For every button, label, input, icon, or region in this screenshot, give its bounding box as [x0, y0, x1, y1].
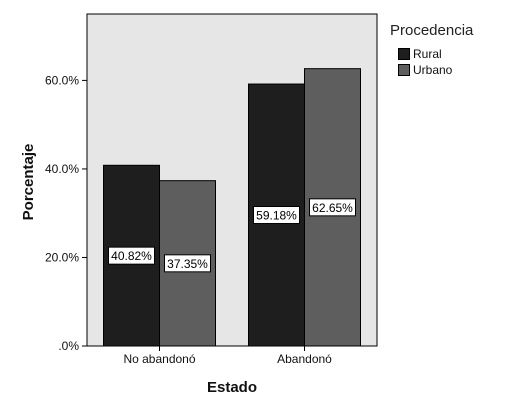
y-tick-label: 60.0%: [45, 73, 79, 87]
x-axis-label: Estado: [207, 379, 257, 396]
legend-label-urbano: Urbano: [413, 63, 453, 77]
data-label: 59.18%: [256, 209, 297, 223]
data-label-box: [108, 246, 155, 265]
data-label-box: [309, 198, 356, 217]
y-tick-label: .0%: [58, 339, 79, 353]
legend-title: Procedencia: [390, 22, 474, 39]
data-label-box: [164, 254, 211, 273]
legend-item-rural: Rural: [398, 46, 473, 62]
legend: Procedencia Rural Urbano: [390, 22, 473, 78]
y-tick-label: 20.0%: [45, 250, 79, 264]
data-label: 62.65%: [312, 201, 353, 215]
legend-swatch-rural: [398, 48, 410, 60]
y-tick-label: 40.0%: [45, 162, 79, 176]
x-tick-label: No abandonó: [123, 352, 195, 366]
legend-swatch-urbano: [398, 64, 410, 76]
data-label-box: [253, 206, 300, 225]
legend-label-rural: Rural: [413, 47, 442, 61]
legend-item-urbano: Urbano: [398, 62, 473, 78]
y-axis-label: Porcentaje: [20, 144, 37, 221]
data-label: 40.82%: [111, 249, 152, 263]
x-tick-label: Abandonó: [277, 352, 332, 366]
data-label: 37.35%: [167, 257, 208, 271]
